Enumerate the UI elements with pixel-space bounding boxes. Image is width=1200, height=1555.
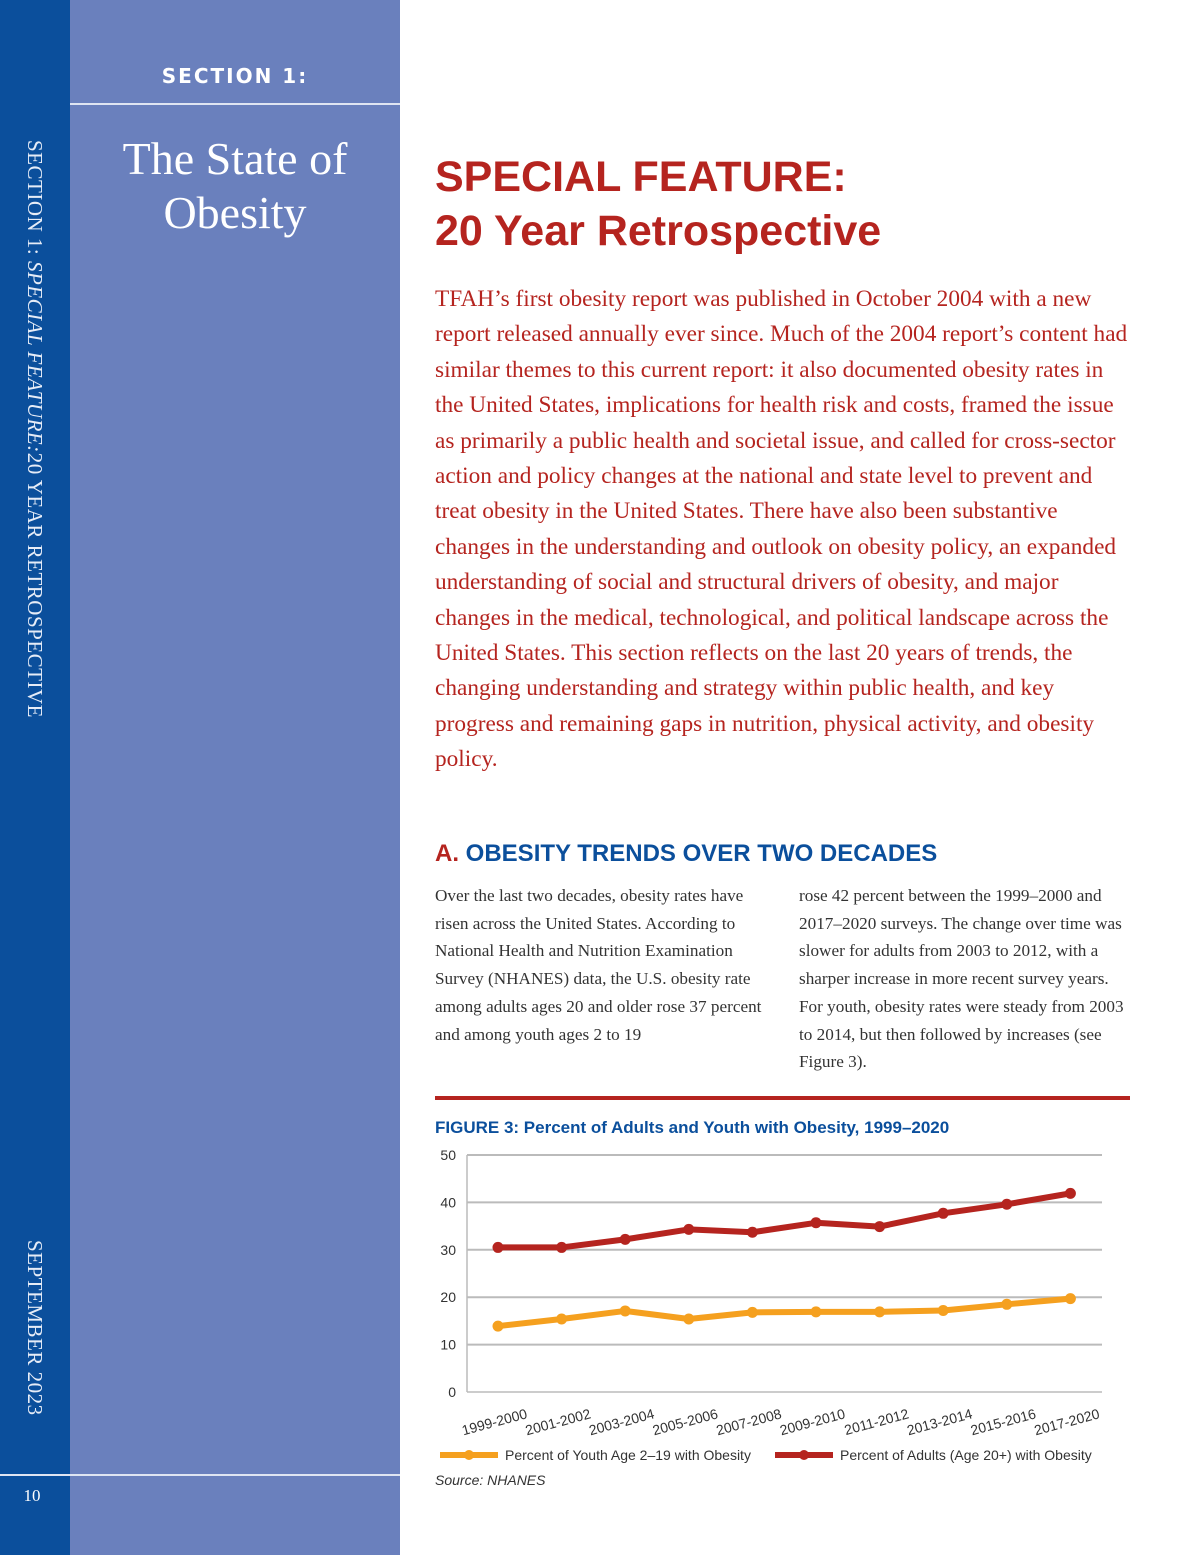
data-point [874,1221,886,1233]
date-label: SEPTEMBER 2023 [23,1240,47,1416]
y-tick-label: 10 [440,1337,456,1353]
y-tick-label: 40 [440,1194,456,1210]
data-point [492,1320,504,1332]
section-label: SECTION 1: [161,64,309,88]
page-title: SPECIAL FEATURE: 20 Year Retrospective [435,153,882,255]
series-line [497,1295,1071,1330]
line-chart: 010203040501999-20002001-20022003-200420… [440,1147,1102,1463]
section-title: The State of Obesity [122,133,348,238]
x-tick-label: 2005-2006 [651,1405,720,1438]
data-point [746,1306,758,1318]
x-tick-label: 2003-2004 [587,1405,656,1438]
data-point [1064,1293,1076,1305]
section-panel [70,0,400,1555]
x-tick-label: 2009-2010 [778,1405,847,1438]
legend-label: Percent of Adults (Age 20+) with Obesity [840,1447,1092,1463]
divider [0,1474,400,1476]
legend-marker [799,1450,809,1460]
x-tick-label: 1999-2000 [460,1405,529,1438]
legend-marker [464,1450,474,1460]
data-point [810,1306,822,1318]
figure-source: Source: NHANES [435,1472,546,1488]
body-column-1: Over the last two decades, obesity rates… [435,886,762,1044]
y-tick-label: 30 [440,1242,456,1258]
data-point [937,1304,949,1316]
figure-title: FIGURE 3: Percent of Adults and Youth wi… [435,1118,950,1137]
x-tick-label: 2011-2012 [843,1405,911,1438]
divider [70,103,400,105]
series-line [498,1190,1071,1251]
y-tick-label: 20 [440,1289,456,1305]
section-heading: A. OBESITY TRENDS OVER TWO DECADES [435,840,938,867]
sidebar-strip [0,0,70,1555]
data-point [1001,1298,1013,1310]
data-point [683,1313,695,1325]
x-tick-label: 2013-2014 [905,1405,974,1438]
y-tick-label: 0 [448,1384,456,1400]
x-tick-label: 2017-2020 [1032,1405,1101,1438]
page-number: 10 [23,1486,41,1505]
y-tick-label: 50 [440,1147,456,1163]
data-point [810,1217,822,1229]
data-point [1064,1187,1076,1199]
intro-paragraph: TFAH’s first obesity report was publishe… [435,286,1128,773]
data-point [937,1207,949,1219]
data-point [492,1241,504,1253]
data-point [619,1233,631,1245]
x-tick-label: 2007-2008 [714,1405,783,1438]
figure-rule [435,1096,1130,1100]
data-point [683,1223,695,1235]
data-point [1001,1198,1013,1210]
data-point [619,1305,631,1317]
running-head: SECTION 1: SPECIAL FEATURE:20 YEAR RETRO… [23,140,47,718]
data-point [874,1306,886,1318]
data-point [746,1226,758,1238]
body-column-2: rose 42 percent between the 1999–2000 an… [799,886,1124,1072]
x-tick-label: 2001-2002 [524,1405,593,1438]
legend-label: Percent of Youth Age 2–19 with Obesity [505,1447,751,1463]
x-tick-label: 2015-2016 [969,1405,1038,1438]
data-point [556,1241,568,1253]
data-point [556,1313,568,1325]
